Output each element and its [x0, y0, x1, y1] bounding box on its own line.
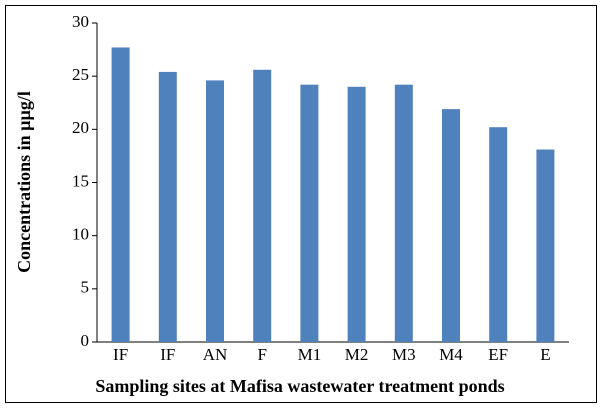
x-tick-label: IF — [160, 345, 175, 364]
bar — [300, 84, 319, 342]
y-tick-label: 20 — [72, 118, 89, 137]
x-axis-title: Sampling sites at Mafisa wastewater trea… — [95, 376, 504, 396]
bar — [206, 80, 224, 343]
bar — [158, 71, 177, 342]
y-axis-title: Concentrations in µµg/l — [14, 91, 34, 273]
x-tick-label: EF — [488, 345, 508, 364]
bar — [347, 86, 366, 342]
bar — [489, 127, 508, 342]
bar — [536, 149, 555, 342]
y-tick-label: 15 — [72, 171, 89, 190]
x-tick-label: E — [540, 345, 550, 364]
y-tick-label: 30 — [72, 12, 89, 31]
bar — [442, 109, 460, 342]
y-tick-label: 25 — [72, 65, 89, 84]
x-tick-label: M2 — [345, 345, 369, 364]
y-tick-label: 0 — [81, 331, 90, 350]
bar — [394, 84, 413, 342]
y-tick-label: 10 — [72, 225, 89, 244]
y-tick-label: 5 — [81, 278, 90, 297]
bar — [253, 69, 272, 342]
x-tick-label: AN — [203, 345, 228, 364]
x-tick-label: M4 — [439, 345, 463, 364]
x-tick-label: M3 — [392, 345, 416, 364]
x-tick-label: F — [257, 345, 266, 364]
bar — [111, 47, 130, 342]
x-tick-label: IF — [113, 345, 128, 364]
x-tick-label: M1 — [298, 345, 322, 364]
